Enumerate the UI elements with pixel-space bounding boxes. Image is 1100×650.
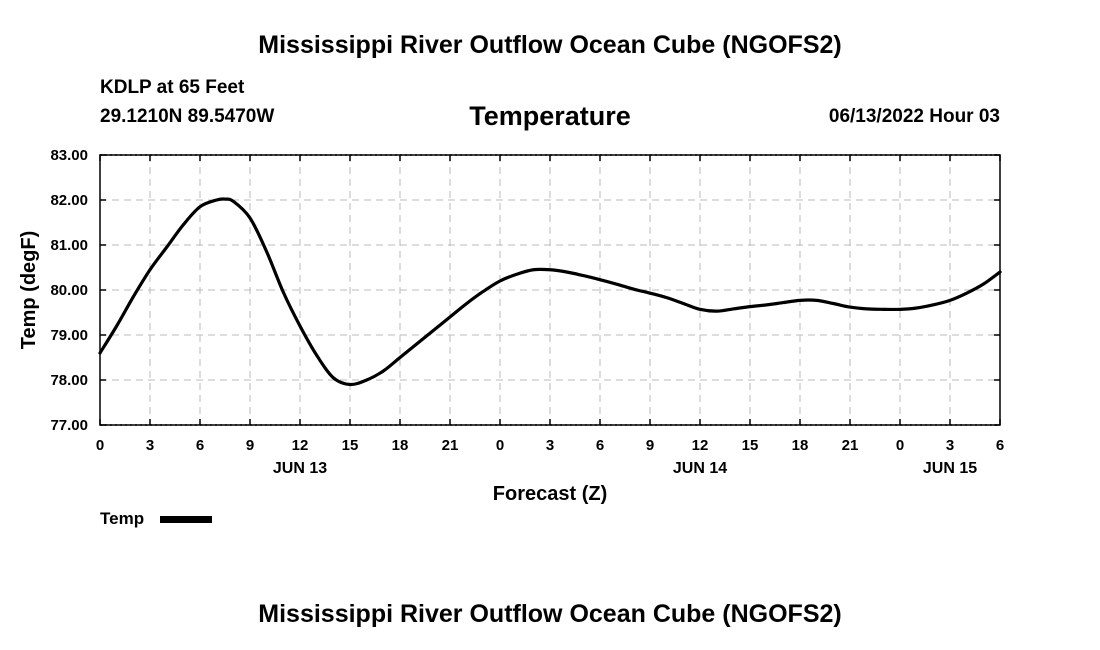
- x-tick-label: 9: [646, 437, 654, 454]
- x-tick-label: 12: [692, 437, 709, 454]
- x-tick-label: 0: [496, 437, 504, 454]
- y-tick-label: 81.00: [50, 237, 88, 254]
- x-tick-label: 6: [596, 437, 604, 454]
- y-tick-label: 78.00: [50, 372, 88, 389]
- legend-line-swatch: [160, 516, 212, 523]
- chart-title: Mississippi River Outflow Ocean Cube (NG…: [258, 31, 842, 59]
- y-tick-label: 79.00: [50, 327, 88, 344]
- y-tick-label: 82.00: [50, 192, 88, 209]
- footer-title: Mississippi River Outflow Ocean Cube (NG…: [258, 600, 842, 628]
- temp-series-line: [98, 197, 1002, 387]
- axis-ticks: 0 3 6 9 12 15 18 21 0 3 6 9 12 15 18 21 0 3 6 77.00 78.00 79.…: [50, 147, 1004, 477]
- x-tick-label: 21: [442, 437, 459, 454]
- x-tick-label: 3: [146, 437, 154, 454]
- x-tick-label: 3: [946, 437, 954, 454]
- station-label: KDLP at 65 Feet: [100, 77, 245, 98]
- grid-lines: [100, 154, 1000, 426]
- y-axis-label: Temp (degF): [18, 231, 40, 350]
- x-tick-label: 18: [792, 437, 809, 454]
- y-tick-label: 80.00: [50, 282, 88, 299]
- day-label: JUN 15: [923, 460, 977, 477]
- day-label: JUN 14: [673, 460, 727, 477]
- x-tick-label: 0: [96, 437, 104, 454]
- x-tick-label: 6: [996, 437, 1004, 454]
- station-coordinates: 29.1210N 89.5470W: [100, 106, 275, 127]
- x-axis-label: Forecast (Z): [493, 483, 607, 505]
- series-layer: [98, 197, 1002, 387]
- x-tick-label: 6: [196, 437, 204, 454]
- y-tick-label: 83.00: [50, 147, 88, 164]
- x-tick-label: 15: [342, 437, 359, 454]
- legend-label: Temp: [100, 509, 145, 528]
- x-tick-label: 0: [896, 437, 904, 454]
- x-tick-label: 12: [292, 437, 309, 454]
- day-label: JUN 13: [273, 460, 327, 477]
- x-tick-label: 3: [546, 437, 554, 454]
- forecast-datetime: 06/13/2022 Hour 03: [828, 106, 1000, 127]
- x-tick-label: 18: [392, 437, 409, 454]
- x-tick-label: 21: [842, 437, 859, 454]
- x-tick-label: 9: [246, 437, 254, 454]
- x-tick-label: 15: [742, 437, 759, 454]
- y-tick-label: 77.00: [50, 417, 88, 434]
- variable-title: Temperature: [469, 101, 631, 131]
